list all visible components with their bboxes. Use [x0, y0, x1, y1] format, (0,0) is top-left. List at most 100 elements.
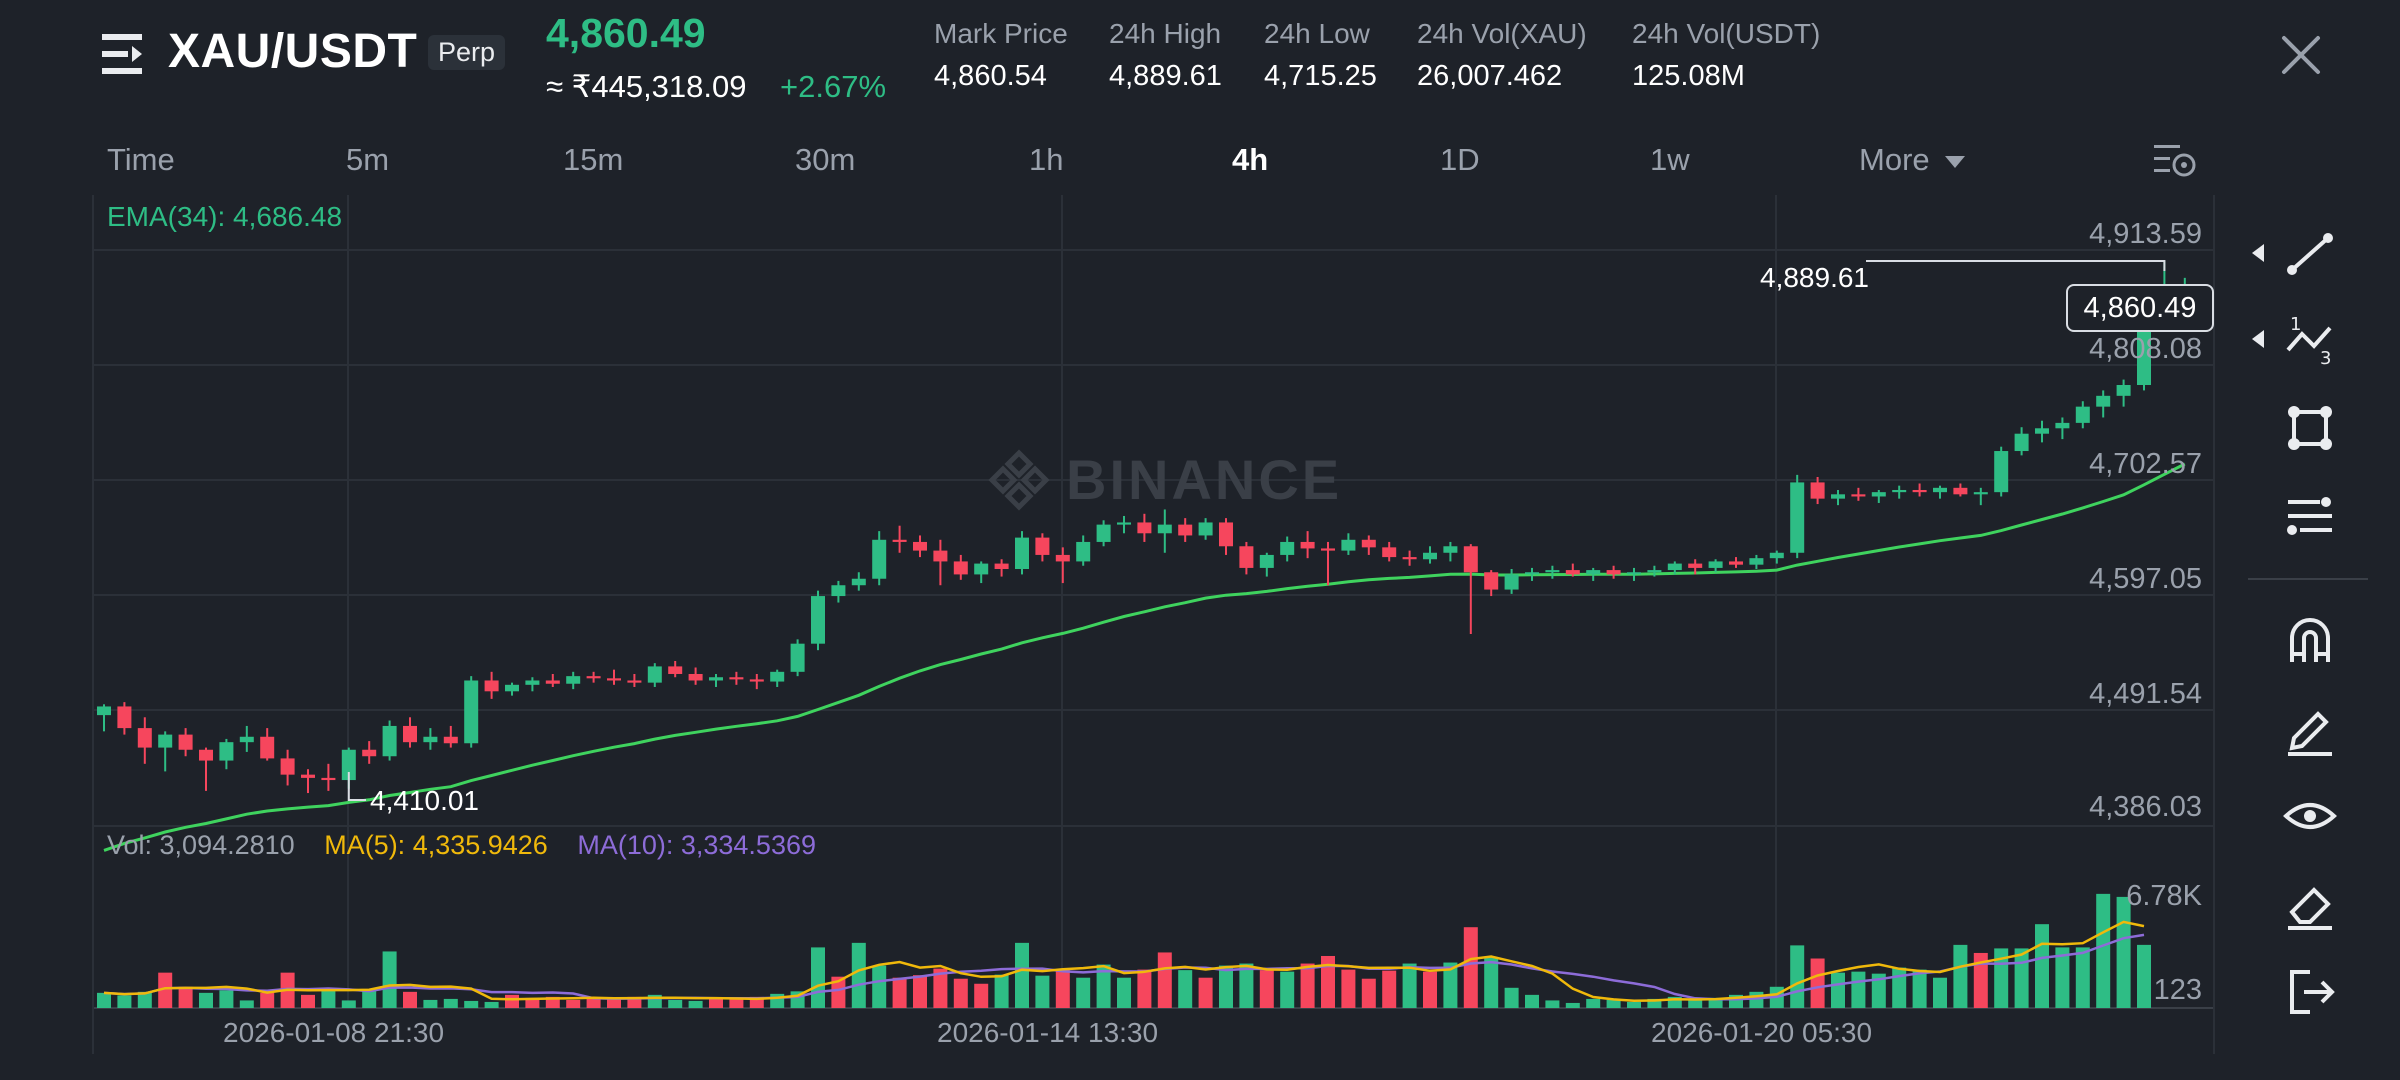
candle-body	[1443, 546, 1458, 553]
volume-bar	[1831, 972, 1845, 1008]
tab-1w[interactable]: 1w	[1650, 142, 1690, 177]
volume-bar	[1239, 963, 1254, 1008]
tab-time[interactable]: Time	[107, 142, 175, 177]
last-price: 4,860.49	[546, 10, 706, 56]
tab-1d[interactable]: 1D	[1440, 142, 1480, 177]
volume-bar	[1096, 964, 1111, 1008]
indicator-icon[interactable]	[2280, 486, 2340, 546]
volume-bar	[1423, 971, 1437, 1008]
tab-4h[interactable]: 4h	[1232, 142, 1269, 177]
volume-bar	[1586, 998, 1601, 1008]
tab-more[interactable]: More	[1859, 142, 1966, 178]
volume-bar	[974, 983, 989, 1008]
candle-body	[2116, 385, 2131, 396]
candle-body	[1912, 489, 1927, 493]
candle-body	[301, 774, 315, 778]
price-axis-label: 4,808.08	[2089, 333, 2202, 365]
candle-body	[484, 680, 499, 692]
candle-body	[239, 736, 254, 743]
trend-line-icon[interactable]	[2280, 224, 2340, 284]
price-axis-label: 4,597.05	[2089, 563, 2202, 595]
candle-body	[382, 725, 397, 757]
volume-bar	[1525, 994, 1539, 1008]
magnet-icon[interactable]	[2280, 610, 2340, 670]
volume-bar	[1851, 971, 1866, 1008]
ema-indicator-label[interactable]: EMA(34): 4,686.48	[107, 201, 343, 232]
volume-bar	[423, 999, 438, 1008]
candle-body	[1810, 482, 1825, 499]
candle-body	[1402, 557, 1417, 560]
expand-arrow-icon[interactable]	[2252, 330, 2264, 348]
tab-5m[interactable]: 5m	[346, 142, 390, 177]
volume-bar	[586, 998, 601, 1008]
volume-bar	[1647, 998, 1662, 1008]
volume-bar	[1565, 1002, 1580, 1008]
candle-body	[321, 777, 336, 781]
volume-bar	[933, 968, 948, 1008]
price-axis-label: 4,913.59	[2089, 218, 2202, 250]
volume-bar	[260, 992, 275, 1008]
expand-arrow-icon[interactable]	[2252, 244, 2264, 262]
fiat-price: ≈ ₹445,318.09	[546, 69, 747, 104]
time-axis-label: 2026-01-08 21:30	[223, 1017, 445, 1048]
candle-body	[280, 758, 295, 775]
candle-body	[1035, 537, 1050, 555]
candle-body	[994, 563, 1009, 569]
candle-body	[1667, 563, 1682, 571]
volume-bar	[158, 972, 173, 1008]
candle-body	[1198, 522, 1213, 536]
candle-body	[1178, 524, 1193, 536]
candle-body	[178, 734, 193, 750]
current-price-tag[interactable]: 4,860.49	[2066, 284, 2214, 332]
candlestick-chart[interactable]	[0, 190, 2220, 1056]
volume-bar	[851, 942, 866, 1008]
volume-bar	[1688, 999, 1703, 1008]
candle-body	[892, 539, 907, 542]
tab-30m[interactable]: 30m	[795, 142, 856, 177]
price-axis-label: 4,386.03	[2089, 791, 2202, 823]
symbol-title[interactable]: XAU/USDT	[168, 25, 418, 78]
candle-body	[1382, 547, 1397, 558]
low-price-marker: 4,410.01	[370, 785, 479, 816]
candle-body	[1627, 572, 1641, 575]
volume-bar	[1035, 975, 1050, 1008]
volume-bar	[2096, 893, 2111, 1008]
stat-value-24h-high: 4,889.61	[1109, 60, 1222, 92]
volume-bar	[994, 974, 1009, 1008]
close-icon[interactable]	[2278, 32, 2324, 78]
volume-ma5: MA(5): 4,335.9426	[324, 830, 548, 860]
tab-15m[interactable]: 15m	[563, 142, 624, 177]
candle-body	[1117, 522, 1131, 525]
candle-body	[1892, 489, 1907, 493]
volume-axis-label: 6.78K	[2126, 880, 2202, 912]
candle-body	[1749, 558, 1764, 565]
volume-bar	[301, 994, 315, 1008]
volume-bar	[668, 999, 683, 1008]
time-axis-label: 2026-01-20 05:30	[1651, 1017, 1873, 1048]
shape-icon[interactable]	[2280, 398, 2340, 458]
volume-bar	[1361, 978, 1376, 1008]
eraser-icon[interactable]	[2280, 874, 2340, 934]
menu-icon[interactable]	[100, 30, 152, 78]
eye-icon[interactable]	[2280, 786, 2340, 846]
candle-body	[872, 539, 887, 579]
candle-body	[1423, 552, 1437, 560]
exit-icon[interactable]	[2280, 962, 2340, 1022]
time-axis-label: 2026-01-14 13:30	[937, 1017, 1159, 1048]
price-axis-label: 4,702.57	[2089, 448, 2202, 480]
candle-body	[851, 578, 866, 586]
volume-bar	[1259, 970, 1274, 1008]
tab-1h[interactable]: 1h	[1029, 142, 1064, 177]
candle-body	[1076, 541, 1091, 562]
volume-bar	[464, 1000, 479, 1008]
pencil-icon[interactable]	[2280, 698, 2340, 758]
volume-bar	[1504, 987, 1519, 1008]
stat-value-mark-price: 4,860.54	[934, 60, 1047, 92]
candle-body	[219, 742, 234, 761]
chart-settings-icon[interactable]	[2152, 139, 2198, 181]
volume-bar	[1157, 952, 1172, 1008]
candle-body	[117, 706, 132, 729]
volume-bar	[1198, 977, 1213, 1008]
volume-bar	[1871, 973, 1886, 1008]
